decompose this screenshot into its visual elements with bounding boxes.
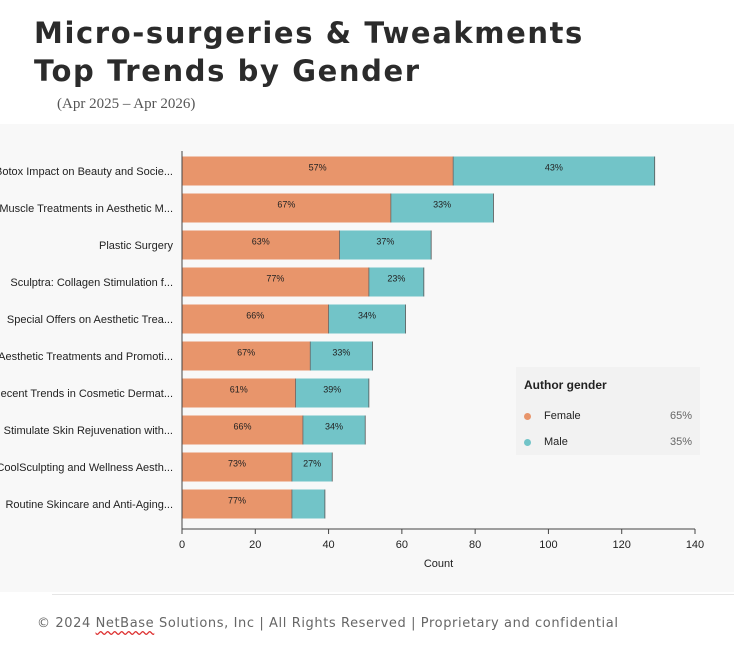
legend-item-name: Male [544, 436, 568, 448]
data-label-female-5: 67% [237, 348, 255, 358]
data-label-female-8: 73% [228, 459, 246, 469]
bar-female-5[interactable] [182, 341, 311, 371]
bar-female-2[interactable] [182, 230, 340, 260]
x-tick-label-4: 80 [469, 539, 481, 551]
category-labels: Botox Impact on Beauty and Socie... Muscl… [0, 166, 173, 511]
category-label-8: CoolSculpting and Wellness Aesth... [0, 462, 173, 474]
x-axis-ticks: 0 20 40 60 80 100 120 140 [179, 529, 704, 551]
category-label-5: Aesthetic Treatments and Promoti... [0, 351, 173, 363]
data-label-male-3: 23% [387, 274, 405, 284]
data-label-male-4: 34% [358, 311, 376, 321]
bar-male-0[interactable] [453, 156, 655, 186]
bar-female-6[interactable] [182, 378, 296, 408]
bar-male-6[interactable] [295, 378, 369, 408]
x-tick-label-0: 0 [179, 539, 185, 551]
bar-male-7[interactable] [302, 415, 366, 445]
x-tick-label-5: 100 [539, 539, 557, 551]
legend-item-female[interactable]: Female 65% [524, 409, 692, 425]
bar-female-8[interactable] [182, 452, 292, 482]
bar-male-1[interactable] [390, 193, 494, 223]
date-range-subtitle: (Apr 2025 – Apr 2026) [57, 96, 196, 112]
footer-copyright: © 2024 NetBase Solutions, Inc | All Righ… [37, 616, 619, 631]
bar-female-7[interactable] [182, 415, 303, 445]
legend-title: Author gender [524, 378, 607, 392]
bar-male-3[interactable] [368, 267, 424, 297]
x-axis-label: Count [424, 558, 453, 570]
footer-prefix: © 2024 [37, 616, 96, 631]
bar-male-4[interactable] [328, 304, 406, 334]
data-label-male-6: 39% [323, 385, 341, 395]
bar-male-2[interactable] [339, 230, 432, 260]
chart-title: Micro-surgeries & Tweakments Top Trends … [34, 14, 584, 90]
data-label-male-8: 27% [303, 459, 321, 469]
x-tick-label-1: 20 [249, 539, 261, 551]
bar-male-9[interactable] [291, 489, 325, 519]
x-tick-label-6: 120 [613, 539, 631, 551]
x-tick-label-7: 140 [686, 539, 704, 551]
legend-item-share: 35% [669, 436, 692, 448]
data-label-male-0: 43% [545, 163, 563, 173]
bars-group: 57% 43% 67% 33% 63% 37% 77% 23% 66% 34% 67% 33% 61% 3… [182, 156, 656, 519]
data-label-male-7: 34% [325, 422, 343, 432]
category-label-2: Plastic Surgery [99, 240, 173, 252]
legend-item-share: 65% [669, 410, 692, 422]
footer-suffix: Solutions, Inc | All Rights Reserved | P… [154, 616, 619, 631]
data-label-female-2: 63% [252, 237, 270, 247]
stacked-bar-chart: 57% 43% 67% 33% 63% 37% 77% 23% 66% 34% 67% 33% 61% 3… [0, 151, 704, 570]
data-label-male-2: 37% [376, 237, 394, 247]
category-label-9: Routine Skincare and Anti-Aging... [5, 499, 173, 511]
bar-female-9[interactable] [182, 489, 292, 519]
male-color-dot-icon [524, 439, 531, 446]
x-tick-label-2: 40 [322, 539, 334, 551]
category-label-4: Special Offers on Aesthetic Trea... [7, 314, 173, 326]
legend: Author gender Female 65% Male 35% [516, 367, 700, 455]
title-line-1: Micro-surgeries & Tweakments [34, 16, 584, 50]
bar-female-1[interactable] [182, 193, 391, 223]
data-label-female-6: 61% [230, 385, 248, 395]
female-color-dot-icon [524, 413, 531, 420]
bar-male-8[interactable] [291, 452, 333, 482]
data-label-male-5: 33% [332, 348, 350, 358]
category-label-7: Stimulate Skin Rejuvenation with... [4, 425, 173, 437]
title-line-2: Top Trends by Gender [34, 54, 421, 88]
footer-divider [52, 594, 734, 595]
data-label-female-9: 77% [228, 496, 246, 506]
footer-brand: NetBase [95, 616, 155, 631]
category-label-0: Botox Impact on Beauty and Socie... [0, 166, 173, 178]
legend-item-name: Female [544, 410, 581, 422]
data-label-female-3: 77% [266, 274, 284, 284]
bar-female-3[interactable] [182, 267, 369, 297]
legend-item-male[interactable]: Male 35% [524, 435, 692, 451]
data-label-female-1: 67% [277, 200, 295, 210]
bar-male-5[interactable] [310, 341, 373, 371]
category-label-6: Recent Trends in Cosmetic Dermat... [0, 388, 173, 400]
data-label-female-0: 57% [309, 163, 327, 173]
category-label-1: Muscle Treatments in Aesthetic M... [0, 203, 173, 215]
data-label-female-4: 66% [246, 311, 264, 321]
x-tick-label-3: 60 [396, 539, 408, 551]
bar-female-4[interactable] [182, 304, 329, 334]
bar-female-0[interactable] [182, 156, 454, 186]
category-label-3: Sculptra: Collagen Stimulation f... [10, 277, 173, 289]
data-label-male-1: 33% [433, 200, 451, 210]
data-label-female-7: 66% [233, 422, 251, 432]
